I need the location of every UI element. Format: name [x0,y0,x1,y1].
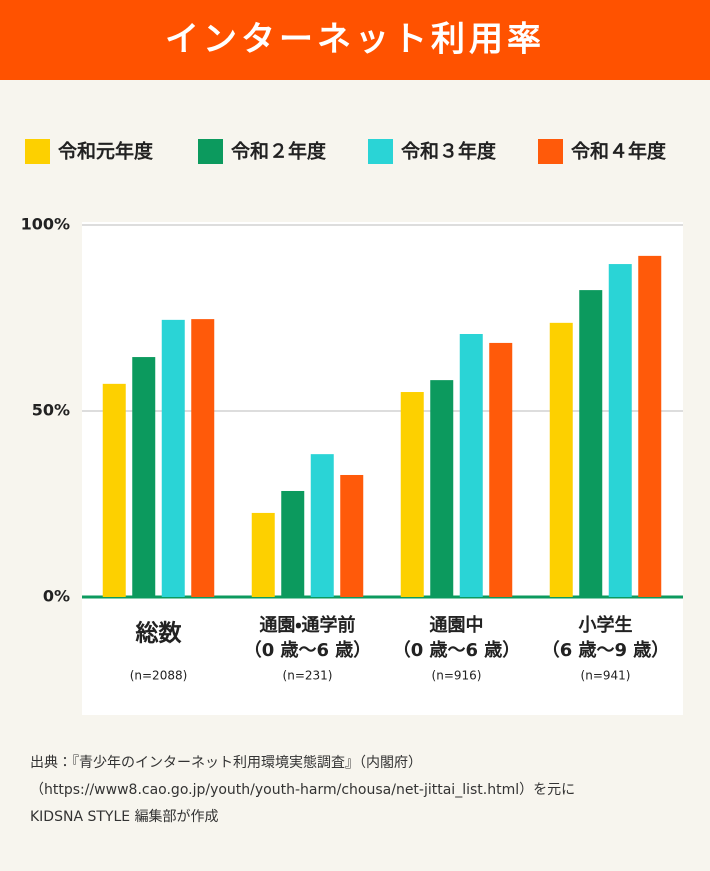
header [0,0,710,80]
x-tick-sublabel: （0 歳〜6 歳） [393,640,521,661]
source-note: 出典：『青少年のインターネット利用環境実態調査』（内閣府） [30,755,422,771]
bar [161,319,185,597]
legend-swatch [198,139,223,164]
x-tick-label: 総数 [136,620,183,647]
bar [459,333,483,597]
sample-size: (n=916) [432,669,482,683]
y-tick-label: 0% [43,587,70,606]
legend-label: 令和２年度 [231,140,327,163]
x-tick-sublabel: （6 歳〜9 歳） [542,640,670,661]
source-note: KIDSNA STYLE 編集部が作成 [30,809,219,825]
bar [132,357,156,597]
sample-size: (n=231) [283,669,333,683]
bar [489,342,513,597]
bar [102,383,126,597]
sample-size: (n=2088) [130,669,188,683]
bar [191,319,215,597]
bar [340,474,364,597]
bar [430,380,454,597]
y-tick-label: 100% [21,215,70,234]
x-tick-label: 通園・通学前 [259,614,355,636]
legend-label: 令和３年度 [401,140,497,163]
bar [281,490,305,597]
legend-label: 令和４年度 [571,140,667,163]
legend-swatch [368,139,393,164]
x-tick-label: 小学生 [579,614,633,636]
legend-swatch [25,139,50,164]
bar [251,512,275,597]
sample-size: (n=941) [581,669,631,683]
bar [310,454,334,597]
source-note: （https://www8.cao.go.jp/youth/youth-harm… [30,782,575,798]
x-tick-label: 通園中 [430,614,484,636]
bar [400,392,424,597]
bar [549,322,573,597]
chart-title: インターネット利用率 [165,20,545,60]
x-tick-sublabel: （0 歳〜6 歳） [244,640,372,661]
legend-swatch [538,139,563,164]
bar [638,255,662,597]
legend-label: 令和元年度 [58,140,154,163]
bar [608,264,632,597]
y-tick-label: 50% [32,401,70,420]
bar [579,290,603,597]
